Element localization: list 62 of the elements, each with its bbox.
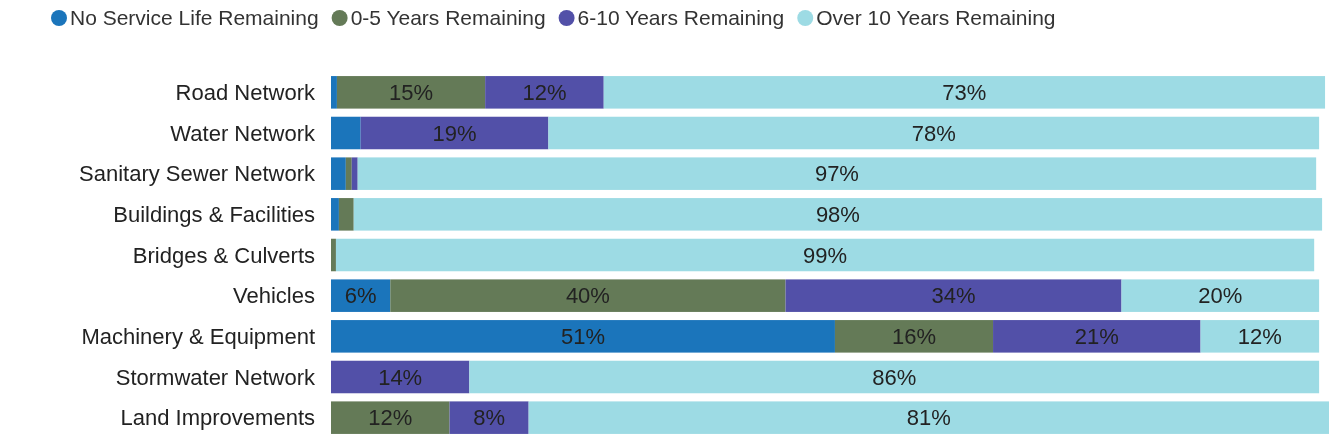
bar xyxy=(331,360,470,394)
data-label: 12% xyxy=(368,405,413,431)
bar xyxy=(993,320,1201,353)
data-label: 51% xyxy=(560,324,605,350)
data-label: 15% xyxy=(389,80,434,106)
data-label: 19% xyxy=(432,120,477,146)
y-tick-label: Water Network xyxy=(170,120,316,146)
bar xyxy=(331,157,346,190)
data-label: 6% xyxy=(344,283,377,309)
bar xyxy=(834,320,994,353)
legend-label: 6-10 Years Remaining xyxy=(577,6,785,30)
bar xyxy=(345,157,352,190)
data-label: 21% xyxy=(1074,324,1119,350)
bar xyxy=(331,320,835,353)
data-label: 14% xyxy=(378,364,423,390)
y-tick-label: Vehicles xyxy=(233,283,315,309)
data-label: 99% xyxy=(803,242,848,268)
bar xyxy=(331,198,339,231)
data-label: 78% xyxy=(911,120,956,146)
bar xyxy=(1200,320,1320,353)
data-label: 73% xyxy=(942,80,987,106)
legend-label: Over 10 Years Remaining xyxy=(816,6,1056,30)
legend-label: No Service Life Remaining xyxy=(70,6,319,30)
data-label: 12% xyxy=(522,80,567,106)
bar xyxy=(335,238,1315,272)
data-label: 97% xyxy=(814,161,859,187)
legend-label: 0-5 Years Remaining xyxy=(350,6,546,30)
data-label: 16% xyxy=(891,324,937,350)
bar xyxy=(449,401,529,434)
y-tick-label: Sanitary Sewer Network xyxy=(79,161,316,187)
data-label: 8% xyxy=(473,405,505,431)
bar xyxy=(485,76,604,109)
data-label: 34% xyxy=(931,283,976,309)
y-tick-label: Machinery & Equipment xyxy=(81,324,315,350)
bar xyxy=(357,157,1317,190)
bar xyxy=(360,116,549,150)
bar xyxy=(785,279,1122,312)
bar xyxy=(548,116,1320,150)
bar xyxy=(528,401,1329,434)
bar xyxy=(331,76,337,109)
bar xyxy=(353,198,1323,231)
data-label: 20% xyxy=(1198,283,1243,309)
y-tick-label: Stormwater Network xyxy=(115,364,316,390)
bar xyxy=(390,279,786,312)
data-label: 98% xyxy=(815,202,860,228)
bar xyxy=(603,76,1326,109)
bar xyxy=(331,116,361,150)
bar xyxy=(331,238,336,272)
y-tick-label: Road Network xyxy=(175,80,316,106)
data-label: 86% xyxy=(872,364,917,390)
bar xyxy=(469,360,1320,394)
bar xyxy=(1121,279,1320,312)
bar xyxy=(351,157,358,190)
data-label: 81% xyxy=(906,405,951,431)
data-label: 40% xyxy=(565,283,610,309)
bar xyxy=(338,198,354,231)
bar xyxy=(331,401,450,434)
data-label: 12% xyxy=(1237,324,1282,350)
bar xyxy=(336,76,486,109)
y-tick-label: Land Improvements xyxy=(120,405,315,431)
y-tick-label: Buildings & Facilities xyxy=(113,202,315,228)
y-tick-label: Bridges & Culverts xyxy=(132,242,315,268)
